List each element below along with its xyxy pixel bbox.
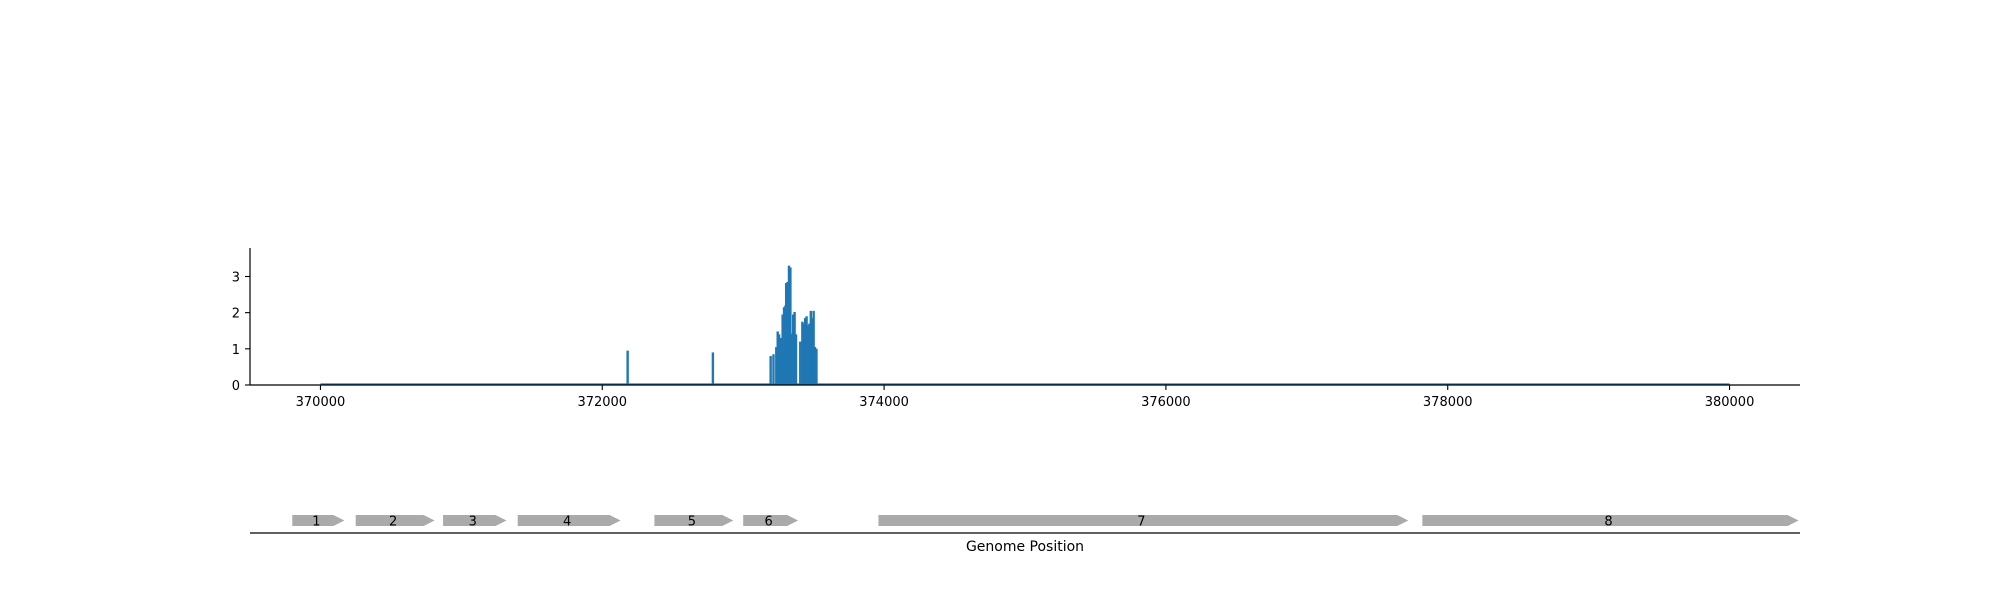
coverage-bar [794, 334, 798, 385]
coverage-bars [626, 265, 818, 385]
coverage-bar [775, 347, 778, 385]
gene-arrows: 1 2 3 4 5 6 7 8 [292, 515, 1799, 530]
x-tick-label: 380000 [1705, 395, 1755, 410]
coverage-bar [792, 314, 795, 385]
gene-arrow [355, 515, 435, 526]
coverage-bar [811, 318, 814, 385]
gene-arrow [292, 515, 345, 526]
y-tick-label: 2 [232, 307, 240, 322]
coverage-bar [779, 337, 782, 385]
x-tick-label: 378000 [1423, 395, 1473, 410]
coverage-bar [801, 321, 804, 385]
gene-arrow [743, 515, 799, 526]
coverage-bar [813, 347, 817, 385]
gene-label: 1 [312, 515, 320, 530]
gene-label: 3 [469, 515, 477, 530]
gene-arrow [878, 515, 1409, 526]
gene-arrow [654, 515, 734, 526]
y-tick-label: 3 [232, 271, 240, 286]
coverage-bar [787, 265, 791, 385]
coverage-bar [784, 283, 788, 385]
gene-arrow [517, 515, 621, 526]
x-axis-title: Genome Position [966, 539, 1084, 555]
coverage-bar [782, 307, 786, 385]
y-tick-label: 1 [232, 343, 240, 358]
gene-label: 2 [389, 515, 397, 530]
coverage-bar [815, 348, 818, 385]
coverage-bar [790, 333, 793, 385]
coverage-bar [802, 323, 805, 385]
coverage-bar [789, 267, 792, 385]
coverage-bar [776, 331, 779, 385]
gene-arrow [1422, 515, 1799, 526]
coverage-plot: 370000 372000 374000 376000 378000 380000 0 1 2… [232, 248, 1800, 410]
gene-label: 6 [765, 515, 773, 530]
coverage-bar [786, 281, 789, 385]
gene-label: 5 [688, 515, 696, 530]
gene-label: 4 [563, 515, 571, 530]
coverage-bar [806, 325, 810, 385]
gene-track: 1 2 3 4 5 6 7 8 Genome Position [250, 515, 1800, 555]
coverage-bar [809, 310, 813, 385]
coverage-bar [793, 311, 796, 385]
coverage-bar [812, 310, 815, 385]
y-tick-label: 0 [232, 379, 240, 394]
coverage-bar [803, 318, 807, 385]
gene-label: 8 [1604, 515, 1612, 530]
coverage-bar [808, 323, 811, 385]
x-tick-label: 376000 [1141, 395, 1191, 410]
gene-label: 7 [1137, 515, 1145, 530]
coverage-bar [781, 314, 784, 385]
coverage-bar [769, 356, 772, 385]
x-tick-label: 372000 [577, 395, 627, 410]
x-tick-label: 370000 [296, 395, 346, 410]
coverage-bar [805, 316, 808, 385]
coverage-bar [799, 341, 802, 385]
coverage-bar [772, 354, 775, 385]
x-axis-ticks: 370000 372000 374000 376000 378000 380000 [296, 385, 1755, 410]
gene-arrow [443, 515, 507, 526]
coverage-bar [711, 352, 715, 385]
x-tick-label: 374000 [859, 395, 909, 410]
coverage-bar [777, 334, 781, 385]
y-axis-ticks: 0 1 2 3 [232, 271, 250, 394]
coverage-bar [626, 350, 629, 385]
